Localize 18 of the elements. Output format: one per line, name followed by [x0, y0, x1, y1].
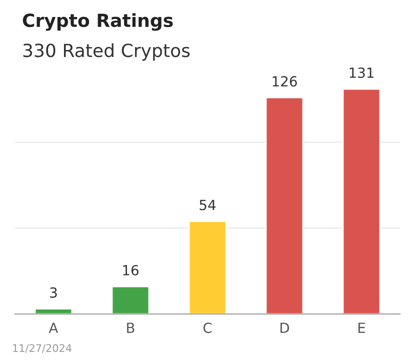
x-tick-label: C: [203, 322, 212, 334]
data-label: 54: [200, 200, 216, 210]
bar: [111, 286, 150, 314]
bar: [34, 308, 73, 314]
data-label: 3: [50, 287, 57, 298]
data-label: 126: [272, 76, 297, 87]
x-tick-label: B: [127, 322, 134, 333]
bar: [265, 96, 304, 314]
text: 11/27/2024: [13, 344, 72, 353]
x-tick-label: D: [280, 322, 290, 333]
data-label: 131: [350, 67, 374, 78]
data-label: 16: [123, 264, 138, 276]
bar: [342, 88, 381, 314]
bar: [188, 220, 227, 314]
chart-subtitle: 330 Rated Cryptos: [23, 43, 190, 61]
x-tick-label: E: [358, 322, 365, 333]
chart-title: Crypto Ratings: [22, 13, 173, 31]
x-tick-label: A: [48, 322, 58, 333]
